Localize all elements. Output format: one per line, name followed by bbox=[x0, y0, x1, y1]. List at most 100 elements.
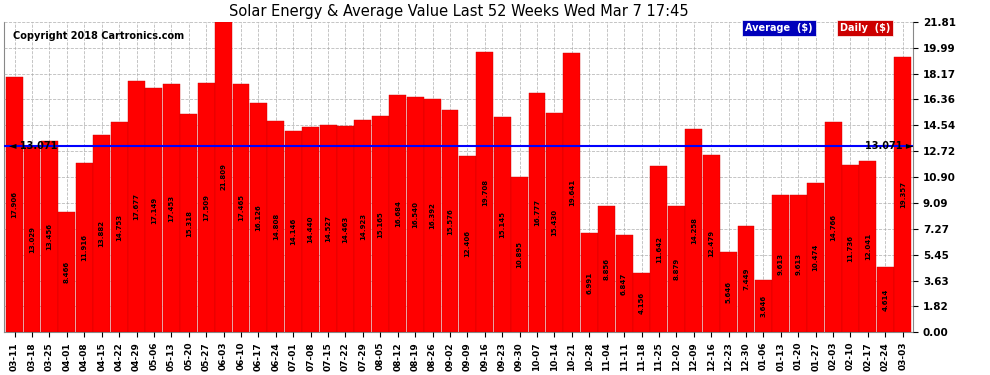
Text: 17.465: 17.465 bbox=[238, 194, 244, 221]
Text: 13.882: 13.882 bbox=[99, 220, 105, 247]
Text: 14.146: 14.146 bbox=[290, 218, 296, 245]
Text: 14.753: 14.753 bbox=[116, 214, 122, 241]
Bar bbox=[511, 177, 528, 332]
Text: 17.509: 17.509 bbox=[203, 194, 209, 221]
Bar bbox=[494, 117, 511, 332]
Text: 8.879: 8.879 bbox=[673, 258, 679, 280]
Text: 17.677: 17.677 bbox=[134, 193, 140, 220]
Bar bbox=[41, 141, 57, 332]
Text: 14.463: 14.463 bbox=[343, 216, 348, 243]
Bar bbox=[703, 154, 720, 332]
Text: Copyright 2018 Cartronics.com: Copyright 2018 Cartronics.com bbox=[13, 31, 184, 41]
Bar bbox=[76, 163, 93, 332]
Bar bbox=[442, 111, 458, 332]
Bar bbox=[529, 93, 545, 332]
Text: 16.684: 16.684 bbox=[395, 200, 401, 227]
Bar bbox=[807, 183, 824, 332]
Bar bbox=[233, 84, 249, 332]
Bar bbox=[842, 165, 859, 332]
Text: 3.646: 3.646 bbox=[760, 295, 766, 317]
Text: 19.641: 19.641 bbox=[569, 179, 575, 206]
Bar bbox=[320, 125, 337, 332]
Bar bbox=[354, 120, 371, 332]
Text: 8.856: 8.856 bbox=[604, 258, 610, 280]
Title: Solar Energy & Average Value Last 52 Weeks Wed Mar 7 17:45: Solar Energy & Average Value Last 52 Wee… bbox=[229, 4, 688, 19]
Text: 16.392: 16.392 bbox=[430, 202, 436, 229]
Bar bbox=[424, 99, 441, 332]
Bar bbox=[772, 195, 789, 332]
Bar bbox=[111, 122, 128, 332]
Text: 13.456: 13.456 bbox=[47, 223, 52, 250]
Text: 9.613: 9.613 bbox=[778, 253, 784, 275]
Bar bbox=[546, 112, 563, 332]
Bar bbox=[146, 88, 162, 332]
Bar bbox=[249, 103, 267, 332]
Text: 9.613: 9.613 bbox=[795, 253, 801, 275]
Text: 15.165: 15.165 bbox=[377, 211, 383, 238]
Text: 19.708: 19.708 bbox=[482, 178, 488, 206]
Text: 21.809: 21.809 bbox=[221, 164, 227, 190]
Bar bbox=[163, 84, 180, 332]
Bar bbox=[877, 267, 894, 332]
Bar bbox=[215, 22, 232, 332]
Text: 17.453: 17.453 bbox=[168, 194, 174, 222]
Bar bbox=[720, 252, 737, 332]
Text: 15.145: 15.145 bbox=[499, 211, 505, 238]
Bar bbox=[24, 147, 41, 332]
Bar bbox=[738, 226, 754, 332]
Bar bbox=[894, 57, 911, 332]
Bar bbox=[372, 116, 389, 332]
Bar bbox=[859, 161, 876, 332]
Text: 6.991: 6.991 bbox=[586, 272, 592, 294]
Bar bbox=[633, 273, 650, 332]
Text: 16.540: 16.540 bbox=[412, 201, 418, 228]
Bar bbox=[598, 206, 615, 332]
Text: 17.906: 17.906 bbox=[12, 191, 18, 218]
Text: 14.440: 14.440 bbox=[308, 216, 314, 243]
Bar bbox=[198, 83, 215, 332]
Text: 17.149: 17.149 bbox=[150, 196, 157, 224]
Text: 10.474: 10.474 bbox=[813, 244, 819, 272]
Text: 8.466: 8.466 bbox=[64, 261, 70, 283]
Text: 6.847: 6.847 bbox=[621, 272, 627, 295]
Bar bbox=[285, 131, 302, 332]
Bar bbox=[668, 206, 685, 332]
Text: 11.916: 11.916 bbox=[81, 234, 87, 261]
Bar bbox=[180, 114, 197, 332]
Bar bbox=[407, 97, 424, 332]
Text: ◄ 13.071: ◄ 13.071 bbox=[9, 141, 57, 151]
Bar bbox=[650, 166, 667, 332]
Text: 14.527: 14.527 bbox=[325, 215, 331, 242]
Bar bbox=[389, 95, 406, 332]
Text: 10.895: 10.895 bbox=[517, 241, 523, 268]
Text: 12.041: 12.041 bbox=[865, 233, 871, 260]
Text: 12.406: 12.406 bbox=[464, 230, 470, 257]
Text: 11.642: 11.642 bbox=[656, 236, 662, 263]
Bar bbox=[459, 156, 476, 332]
Text: 14.923: 14.923 bbox=[360, 213, 366, 240]
Text: 11.736: 11.736 bbox=[847, 235, 853, 262]
Text: 16.126: 16.126 bbox=[255, 204, 261, 231]
Text: 5.646: 5.646 bbox=[726, 281, 732, 303]
Bar bbox=[128, 81, 145, 332]
Bar bbox=[302, 127, 319, 332]
Bar bbox=[685, 129, 702, 332]
Bar bbox=[476, 52, 493, 332]
Text: 14.258: 14.258 bbox=[691, 217, 697, 244]
Text: 4.156: 4.156 bbox=[639, 292, 644, 314]
Bar bbox=[755, 280, 772, 332]
Text: 13.071 ►: 13.071 ► bbox=[865, 141, 913, 151]
Text: 15.430: 15.430 bbox=[551, 209, 557, 236]
Text: 19.357: 19.357 bbox=[900, 181, 906, 208]
Text: 14.766: 14.766 bbox=[830, 214, 837, 241]
Text: Daily  ($): Daily ($) bbox=[840, 23, 890, 33]
Bar bbox=[790, 195, 807, 332]
Text: 15.576: 15.576 bbox=[446, 208, 453, 235]
Bar bbox=[93, 135, 110, 332]
Bar bbox=[337, 126, 353, 332]
Bar bbox=[6, 77, 23, 332]
Bar bbox=[58, 212, 75, 332]
Text: Average  ($): Average ($) bbox=[745, 23, 813, 33]
Text: 7.449: 7.449 bbox=[742, 268, 749, 291]
Bar bbox=[581, 233, 598, 332]
